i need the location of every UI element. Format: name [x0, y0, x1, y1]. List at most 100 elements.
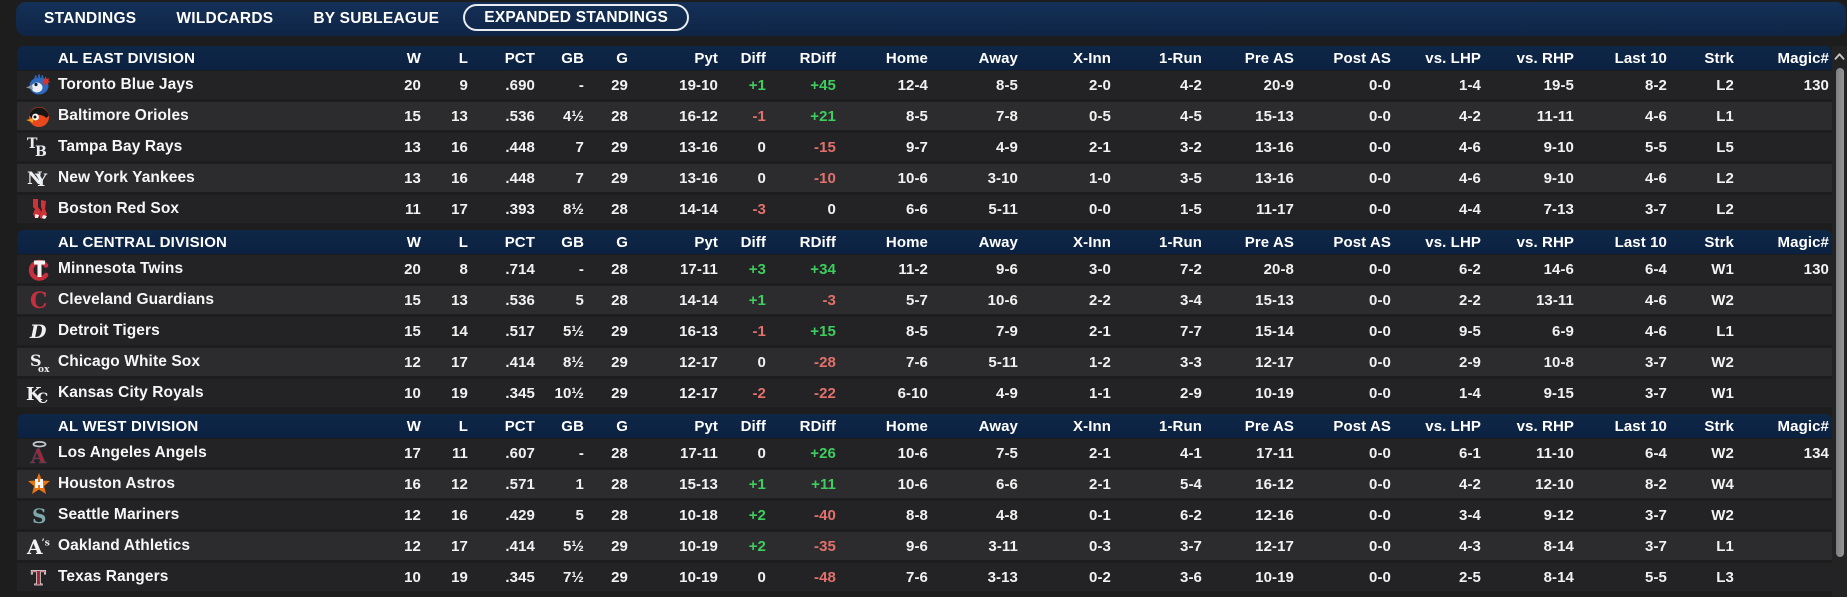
- scroll-up-arrow-icon[interactable]: [1832, 48, 1847, 64]
- stat-g: 28: [611, 200, 628, 218]
- team-row[interactable]: Detroit Tigers 15 14 .517 5½ 29 16-13 -1 +15 8-5…: [17, 317, 1832, 345]
- team-name[interactable]: Detroit Tigers: [58, 322, 160, 339]
- team-row[interactable]: Houston Astros 16 12 .571 1 28 15-13 +1 +11 10-6…: [17, 470, 1832, 498]
- team-cell[interactable]: Baltimore Orioles: [17, 103, 377, 129]
- team-row[interactable]: Tampa Bay Rays 13 16 .448 7 29 13-16 0 -15 9-7 4-…: [17, 133, 1832, 161]
- stat-xinn: 2-2: [1089, 291, 1111, 309]
- column-header-postas: Post AS: [1333, 49, 1391, 67]
- stat-vslhp: 1-4: [1459, 76, 1481, 94]
- team-name[interactable]: Kansas City Royals: [58, 384, 204, 401]
- team-row[interactable]: Los Angeles Angels 17 11 .607 - 28 17-11 0 +26 1…: [17, 439, 1832, 467]
- stat-l: 13: [451, 291, 468, 309]
- team-row[interactable]: New York Yankees 13 16 .448 7 29 13-16 0 -10 10-…: [17, 164, 1832, 192]
- team-cell[interactable]: Oakland Athletics: [17, 533, 377, 559]
- top-nav-bar: STANDINGS WILDCARDS BY SUBLEAGUE EXPANDE…: [16, 2, 1846, 36]
- scrollbar-thumb[interactable]: [1835, 68, 1844, 557]
- tab-wildcards[interactable]: WILDCARDS: [176, 10, 274, 27]
- stat-last10: 3-7: [1645, 384, 1667, 402]
- team-cell[interactable]: Seattle Mariners: [17, 502, 377, 528]
- tab-standings[interactable]: STANDINGS: [44, 10, 137, 27]
- team-row[interactable]: Chicago White Sox 12 17 .414 8½ 29 12-17 0 -28 7…: [17, 348, 1832, 376]
- team-logo-icon: [26, 134, 52, 160]
- stat-g: 29: [611, 384, 628, 402]
- team-cell[interactable]: Minnesota Twins: [17, 256, 377, 282]
- stat-last10: 6-4: [1645, 260, 1667, 278]
- team-cell[interactable]: Chicago White Sox: [17, 349, 377, 375]
- stat-gb: 5½: [562, 537, 584, 555]
- stat-g: 29: [611, 322, 628, 340]
- team-name[interactable]: Chicago White Sox: [58, 353, 201, 370]
- stat-postas: 0-0: [1369, 260, 1391, 278]
- stat-preas: 10-19: [1255, 384, 1294, 402]
- team-row[interactable]: Cleveland Guardians 15 13 .536 5 28 14-14 +1 -3…: [17, 286, 1832, 314]
- team-name[interactable]: Seattle Mariners: [58, 506, 180, 523]
- stat-onerun: 3-7: [1180, 537, 1202, 555]
- stat-vsrhp: 11-11: [1536, 107, 1574, 125]
- team-cell[interactable]: Kansas City Royals: [17, 380, 377, 406]
- tab-by-subleague[interactable]: BY SUBLEAGUE: [313, 10, 440, 27]
- team-row[interactable]: Texas Rangers 10 19 .345 7½ 29 10-19 0 -48 7-6 3-…: [17, 563, 1832, 591]
- stat-pct: .607: [505, 444, 535, 462]
- stat-magic: 130: [1803, 76, 1829, 94]
- column-header-magic: Magic#: [1777, 417, 1829, 435]
- stat-vslhp: 3-4: [1459, 506, 1481, 524]
- team-name[interactable]: New York Yankees: [58, 169, 195, 186]
- column-header-xinn: X-Inn: [1073, 233, 1111, 251]
- stat-xinn: 1-0: [1089, 169, 1111, 187]
- stat-diff: -2: [752, 384, 766, 402]
- team-name[interactable]: Texas Rangers: [58, 568, 169, 585]
- team-name[interactable]: Houston Astros: [58, 475, 176, 492]
- team-row[interactable]: Seattle Mariners 12 16 .429 5 28 10-18 +2 -40 8-…: [17, 501, 1832, 529]
- team-cell[interactable]: Toronto Blue Jays: [17, 72, 377, 98]
- stat-vslhp: 4-4: [1459, 200, 1481, 218]
- stat-vsrhp: 8-14: [1543, 537, 1574, 555]
- team-row[interactable]: Baltimore Orioles 15 13 .536 4½ 28 16-12 -1 +21…: [17, 102, 1832, 130]
- team-cell[interactable]: New York Yankees: [17, 165, 377, 191]
- stat-gb: 4½: [562, 107, 584, 125]
- team-name[interactable]: Boston Red Sox: [58, 200, 180, 217]
- team-name[interactable]: Minnesota Twins: [58, 260, 184, 277]
- stat-gb: 7½: [562, 568, 584, 586]
- stat-pyt: 17-11: [679, 260, 718, 278]
- team-row[interactable]: Kansas City Royals 10 19 .345 10½ 29 12-17 -2 -…: [17, 379, 1832, 407]
- column-header-strk: Strk: [1704, 233, 1734, 251]
- division-table: AL EAST DIVISION W L PCT GB G Pyt Diff RDiff Hom…: [17, 46, 1832, 223]
- team-cell[interactable]: Houston Astros: [17, 471, 377, 497]
- team-logo-icon: [26, 533, 52, 559]
- stat-vslhp: 2-5: [1459, 568, 1481, 586]
- team-name[interactable]: Toronto Blue Jays: [58, 76, 194, 93]
- team-cell[interactable]: Cleveland Guardians: [17, 287, 377, 313]
- column-header-onerun: 1-Run: [1159, 417, 1202, 435]
- stat-xinn: 0-3: [1089, 537, 1111, 555]
- stat-preas: 15-13: [1255, 291, 1294, 309]
- stat-pyt: 13-16: [679, 169, 718, 187]
- team-cell[interactable]: Texas Rangers: [17, 564, 377, 590]
- team-logo-icon: [26, 318, 52, 344]
- team-cell[interactable]: Detroit Tigers: [17, 318, 377, 344]
- team-row[interactable]: Boston Red Sox 11 17 .393 8½ 28 14-14 -3 0 6-6 5-…: [17, 195, 1832, 223]
- team-name[interactable]: Los Angeles Angels: [58, 444, 207, 461]
- team-cell[interactable]: Tampa Bay Rays: [17, 134, 377, 160]
- column-header-diff: Diff: [740, 233, 766, 251]
- team-name[interactable]: Tampa Bay Rays: [58, 138, 183, 155]
- column-header-strk: Strk: [1704, 49, 1734, 67]
- team-cell[interactable]: Boston Red Sox: [17, 196, 377, 222]
- stat-away: 5-11: [988, 353, 1018, 371]
- division-title: AL CENTRAL DIVISION: [58, 233, 228, 251]
- team-name[interactable]: Cleveland Guardians: [58, 291, 215, 308]
- team-logo-icon: [26, 196, 52, 222]
- column-header-magic: Magic#: [1777, 49, 1829, 67]
- team-name[interactable]: Baltimore Orioles: [58, 107, 189, 124]
- team-row[interactable]: Toronto Blue Jays 20 9 .690 - 29 19-10 +1 +45 12…: [17, 71, 1832, 99]
- team-cell[interactable]: Los Angeles Angels: [17, 440, 377, 466]
- stat-diff: +1: [748, 291, 766, 309]
- team-logo-icon: [26, 502, 52, 528]
- team-row[interactable]: Minnesota Twins 20 8 .714 - 28 17-11 +3 +34 11-2…: [17, 255, 1832, 283]
- team-row[interactable]: Oakland Athletics 12 17 .414 5½ 29 10-19 +2 -35…: [17, 532, 1832, 560]
- stat-preas: 15-14: [1255, 322, 1294, 340]
- stat-w: 13: [404, 138, 421, 156]
- stat-away: 3-11: [988, 537, 1018, 555]
- team-name[interactable]: Oakland Athletics: [58, 537, 191, 554]
- tab-expanded-standings[interactable]: EXPANDED STANDINGS: [463, 4, 690, 31]
- vertical-scrollbar[interactable]: [1832, 46, 1847, 597]
